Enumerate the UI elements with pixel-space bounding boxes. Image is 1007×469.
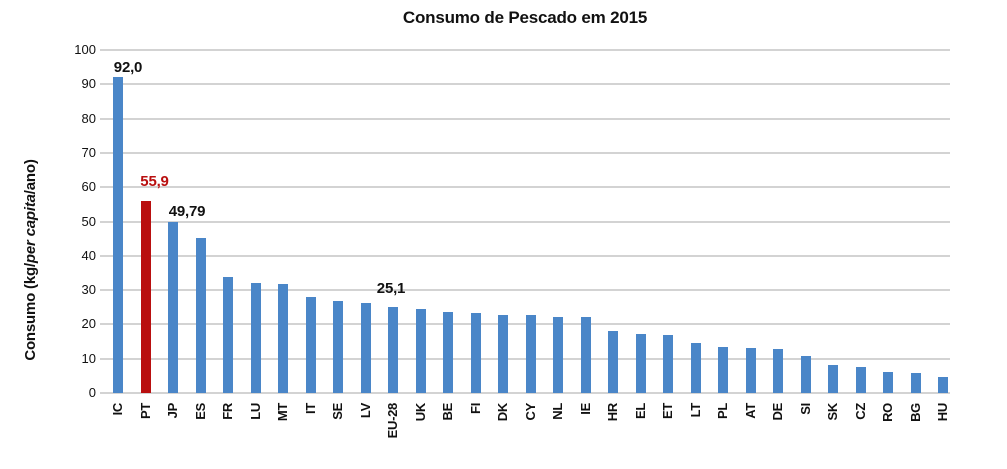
y-tick-label-100: 100: [74, 42, 96, 57]
bar-EL: [635, 334, 646, 393]
bar-LT: [690, 342, 701, 393]
bar-BE: [443, 311, 453, 393]
y-axis-title-prefix: Consumo (kg/: [22, 263, 39, 361]
gridline-70: [100, 151, 950, 154]
x-tick-label-BE: BE: [440, 403, 455, 421]
bar-PT: [140, 201, 151, 393]
x-tick-label-SI: SI: [797, 403, 813, 415]
x-tick-label-IT: IT: [302, 403, 318, 414]
bar-LV: [360, 303, 371, 393]
x-tick-label-ET: ET: [660, 403, 675, 420]
y-axis-title-suffix: /ano): [22, 159, 39, 195]
y-tick-label-0: 0: [88, 385, 96, 400]
x-tick-label-AT: AT: [742, 403, 758, 419]
x-tick-label-LT: LT: [687, 403, 703, 418]
x-tick-label-JP: JP: [165, 403, 180, 419]
y-tick-label-90: 90: [81, 76, 96, 92]
plot-area: [100, 49, 950, 394]
gridline-10: [100, 357, 950, 360]
x-tick-label-IE: IE: [577, 403, 593, 415]
value-label-PT: 55,9: [140, 173, 169, 191]
gridline-90: [100, 83, 950, 86]
bar-AT: [745, 348, 756, 393]
x-tick-label-LV: LV: [357, 403, 373, 419]
gridline-60: [100, 186, 950, 189]
y-tick-label-60: 60: [81, 179, 96, 195]
gridline-40: [100, 254, 950, 257]
bar-SK: [828, 364, 838, 393]
bar-JP: [168, 222, 178, 393]
bar-EU-28: [388, 306, 398, 393]
y-axis-title-italic: per capita: [22, 194, 39, 264]
x-tick-label-FR: FR: [220, 403, 235, 420]
x-tick-label-IC: IC: [110, 403, 125, 416]
bar-IC: [113, 77, 123, 393]
x-tick-label-SK: SK: [825, 403, 840, 421]
x-tick-label-UK: UK: [412, 403, 428, 422]
x-tick-label-DK: DK: [495, 403, 510, 422]
x-tick-label-PL: PL: [715, 403, 730, 420]
bar-ES: [195, 237, 206, 393]
gridline-30: [100, 289, 950, 292]
x-tick-label-DE: DE: [770, 403, 785, 421]
bar-IE: [580, 316, 591, 393]
y-tick-label-40: 40: [81, 247, 96, 263]
bar-LU: [250, 282, 261, 393]
x-tick-label-BG: BG: [907, 403, 923, 422]
y-tick-label-30: 30: [81, 282, 96, 298]
y-tick-label-50: 50: [81, 213, 96, 229]
x-tick-label-FI: FI: [467, 403, 483, 414]
value-label-IC: 92,0: [113, 59, 143, 77]
x-tick-label-CZ: CZ: [852, 403, 868, 420]
bar-SI: [800, 356, 811, 393]
x-tick-label-NL: NL: [550, 403, 565, 420]
bar-CZ: [855, 367, 866, 393]
x-tick-label-EL: EL: [632, 403, 648, 420]
value-label-EU-28: 25,1: [376, 279, 406, 297]
bar-RO: [883, 372, 893, 393]
x-tick-label-RO: RO: [880, 403, 895, 422]
x-tick-label-MT: MT: [275, 403, 290, 422]
x-tick-label-CY: CY: [522, 403, 538, 421]
bar-HU: [938, 377, 948, 393]
y-tick-label-80: 80: [81, 110, 96, 126]
bar-PL: [718, 347, 728, 393]
bar-IT: [305, 296, 316, 393]
gridline-100: [100, 49, 950, 51]
bar-ET: [663, 335, 673, 393]
y-axis-title: Consumo (kg/per capita/ano): [22, 120, 39, 400]
x-tick-label-HU: HU: [935, 403, 950, 422]
gridline-20: [100, 323, 950, 326]
bar-NL: [553, 316, 563, 393]
bar-UK: [415, 309, 426, 393]
x-tick-label-LU: LU: [247, 403, 263, 420]
gridline-80: [100, 117, 950, 120]
bar-FI: [470, 313, 481, 393]
bar-MT: [278, 283, 288, 393]
y-tick-label-20: 20: [81, 316, 96, 332]
bar-BG: [910, 372, 921, 393]
x-tick-label-PT: PT: [137, 403, 153, 420]
bar-HR: [608, 330, 618, 393]
chart-title: Consumo de Pescado em 2015: [402, 8, 648, 27]
y-tick-label-10: 10: [81, 350, 96, 366]
bar-CY: [525, 315, 536, 393]
x-tick-label-SE: SE: [330, 403, 345, 420]
bar-FR: [223, 276, 233, 393]
x-tick-label-EU-28: EU-28: [385, 403, 400, 439]
bar-DE: [773, 348, 783, 393]
x-tick-label-HR: HR: [605, 403, 620, 422]
y-tick-label-70: 70: [81, 144, 96, 160]
bar-DK: [498, 314, 508, 393]
bar-SE: [333, 301, 343, 393]
value-label-JP: 49,79: [168, 203, 206, 221]
x-tick-label-ES: ES: [192, 403, 208, 420]
gridline-50: [100, 220, 950, 223]
gridline-0: [100, 392, 950, 394]
